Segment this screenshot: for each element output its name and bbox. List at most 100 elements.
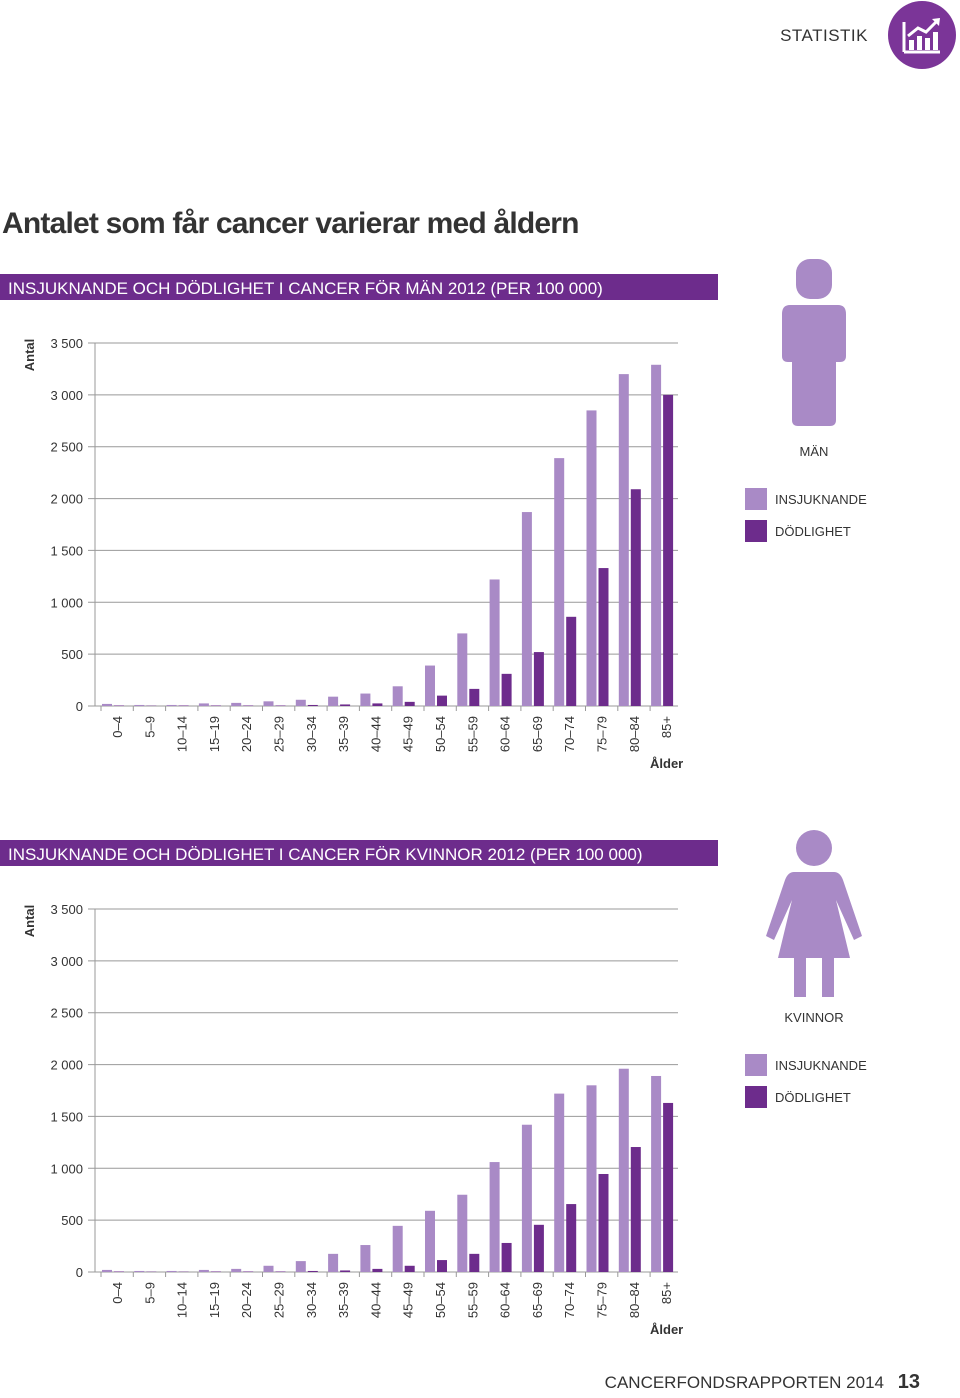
- legend-swatch: [745, 488, 767, 510]
- legend-title: KVINNOR: [784, 1010, 843, 1025]
- bar: [308, 705, 318, 706]
- bar: [360, 694, 370, 706]
- bar: [134, 705, 144, 706]
- x-tick-label: 25–29: [272, 1282, 287, 1318]
- bar: [264, 701, 274, 706]
- bar: [619, 1069, 629, 1272]
- y-tick-label: 2 000: [50, 492, 83, 507]
- bar: [554, 1094, 564, 1272]
- bar: [231, 1269, 241, 1272]
- bar: [114, 1271, 124, 1272]
- bar: [328, 1254, 338, 1272]
- x-tick-label: 60–64: [498, 716, 513, 752]
- bar: [211, 1271, 221, 1272]
- x-tick-label: 35–39: [336, 716, 351, 752]
- y-tick-label: 0: [76, 699, 83, 714]
- bar: [393, 1226, 403, 1272]
- x-tick-label: 45–49: [401, 1282, 416, 1318]
- bar: [566, 617, 576, 706]
- bar: [393, 686, 403, 706]
- x-tick-label: 0–4: [110, 716, 125, 738]
- bar: [534, 1225, 544, 1272]
- y-tick-label: 3 000: [50, 954, 83, 969]
- bar: [502, 1243, 512, 1272]
- x-tick-label: 50–54: [433, 716, 448, 752]
- legend-swatch: [745, 520, 767, 542]
- bar: [437, 696, 447, 706]
- bar: [340, 704, 350, 706]
- y-tick-label: 1 000: [50, 1161, 83, 1176]
- x-tick-label: 55–59: [465, 1282, 480, 1318]
- bar: [296, 1261, 306, 1272]
- y-tick-label: 500: [61, 1213, 83, 1228]
- y-tick-label: 500: [61, 647, 83, 662]
- legend-swatch: [745, 1054, 767, 1076]
- bar: [405, 702, 415, 706]
- x-tick-label: 5–9: [142, 1282, 157, 1304]
- legend-swatch: [745, 1086, 767, 1108]
- bar: [296, 700, 306, 706]
- x-tick-label: 15–19: [207, 716, 222, 752]
- section-label: STATISTIK: [780, 26, 868, 45]
- bar: [469, 1254, 479, 1272]
- man-icon: [782, 259, 846, 426]
- bar: [663, 395, 673, 706]
- section-icon: [888, 1, 956, 69]
- x-tick-label: 25–29: [272, 716, 287, 752]
- y-tick-label: 1 000: [50, 595, 83, 610]
- bar: [599, 1174, 609, 1272]
- y-tick-label: 2 000: [50, 1058, 83, 1073]
- bar: [276, 1271, 286, 1272]
- bar: [308, 1271, 318, 1272]
- legend-label: DÖDLIGHET: [775, 1090, 851, 1105]
- x-tick-label: 85+: [659, 716, 674, 738]
- bar: [231, 703, 241, 706]
- x-tick-label: 10–14: [175, 1282, 190, 1318]
- x-tick-label: 65–69: [530, 716, 545, 752]
- bar: [631, 1147, 641, 1272]
- woman-icon: [766, 830, 862, 997]
- x-tick-label: 80–84: [627, 1282, 642, 1318]
- bar: [167, 705, 177, 706]
- x-tick-label: 75–79: [595, 716, 610, 752]
- bar: [372, 1269, 382, 1272]
- x-tick-label: 65–69: [530, 1282, 545, 1318]
- bar: [490, 1162, 500, 1272]
- x-tick-label: 15–19: [207, 1282, 222, 1318]
- bar: [566, 1204, 576, 1272]
- y-axis-label: Antal: [22, 339, 37, 372]
- bar: [328, 697, 338, 706]
- x-tick-label: 30–34: [304, 1282, 319, 1318]
- bar: [619, 374, 629, 706]
- x-axis-label: Ålder: [650, 1322, 683, 1337]
- x-tick-label: 75–79: [595, 1282, 610, 1318]
- bar: [340, 1270, 350, 1272]
- bar: [554, 458, 564, 706]
- bar: [437, 1260, 447, 1272]
- x-tick-label: 35–39: [336, 1282, 351, 1318]
- bar: [425, 666, 435, 706]
- y-tick-label: 1 500: [50, 1109, 83, 1124]
- x-tick-label: 30–34: [304, 716, 319, 752]
- bar: [502, 674, 512, 706]
- x-tick-label: 50–54: [433, 1282, 448, 1318]
- x-tick-label: 20–24: [239, 1282, 254, 1318]
- x-tick-label: 0–4: [110, 1282, 125, 1304]
- chart-title: INSJUKNANDE OCH DÖDLIGHET I CANCER FÖR K…: [8, 845, 643, 864]
- bar: [179, 705, 189, 706]
- y-tick-label: 1 500: [50, 543, 83, 558]
- bar: [102, 704, 112, 706]
- bar: [651, 365, 661, 706]
- bar: [211, 705, 221, 706]
- bar: [264, 1266, 274, 1272]
- bar: [534, 652, 544, 706]
- bar: [490, 579, 500, 706]
- x-axis-label: Ålder: [650, 756, 683, 771]
- x-tick-label: 40–44: [368, 1282, 383, 1318]
- bar: [199, 703, 209, 706]
- x-tick-label: 5–9: [142, 716, 157, 738]
- y-tick-label: 2 500: [50, 440, 83, 455]
- bar: [457, 633, 467, 706]
- x-tick-label: 40–44: [368, 716, 383, 752]
